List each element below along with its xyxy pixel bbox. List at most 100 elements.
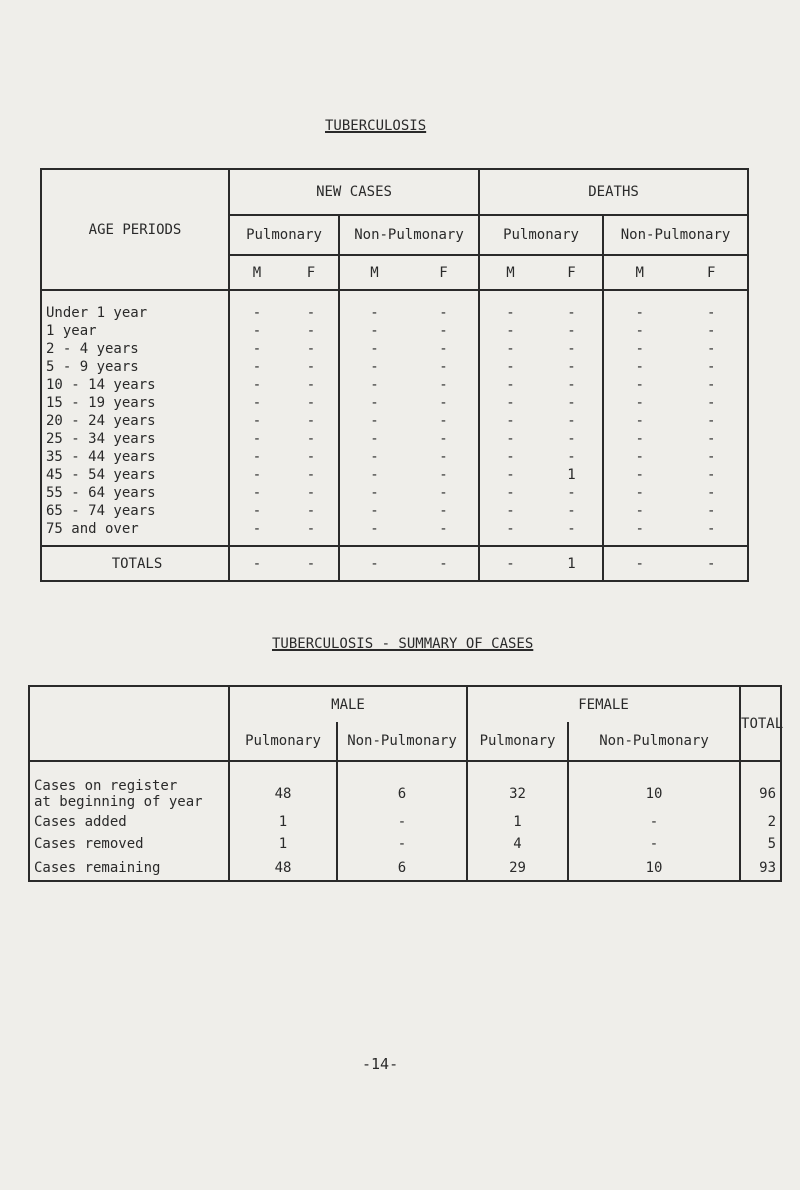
value-pair: -- xyxy=(602,412,750,430)
female-value: - xyxy=(439,341,448,357)
female-value: - xyxy=(439,359,448,375)
female-value: - xyxy=(707,555,716,572)
value-pair: -- xyxy=(602,340,750,358)
female-value: - xyxy=(567,521,576,537)
subgroup-header: Pulmonary xyxy=(228,722,338,762)
value-pair: -- xyxy=(602,376,750,394)
subgroup-header: Pulmonary xyxy=(228,214,340,256)
spacer-row xyxy=(40,538,750,546)
male-value: - xyxy=(252,485,262,501)
male-value: - xyxy=(370,449,379,465)
pair: -1 xyxy=(480,467,602,483)
spacer-cell xyxy=(337,290,481,304)
pair: -- xyxy=(230,305,338,321)
age-label: 75 and over xyxy=(40,520,230,538)
male-value: - xyxy=(635,467,644,483)
table-row: 75 and over - - - - - - - - xyxy=(40,520,750,538)
male-value: - xyxy=(635,395,644,411)
male-value: - xyxy=(370,341,379,357)
pair: -- xyxy=(480,305,602,321)
male-value: - xyxy=(370,503,379,519)
table-row: 25 - 34 years - - - - - - - - xyxy=(40,430,750,448)
female-value: - xyxy=(306,521,316,537)
value-pair: -- xyxy=(602,358,750,376)
age-label: 10 - 14 years xyxy=(40,376,230,394)
male-value: - xyxy=(506,503,515,519)
pair: -- xyxy=(230,467,338,483)
value-pair: -- xyxy=(602,430,750,448)
value-cell: 48 xyxy=(228,855,338,882)
tuberculosis-title: TUBERCULOSIS xyxy=(325,118,427,134)
deaths-header: DEATHS xyxy=(478,168,750,216)
female-value: - xyxy=(707,431,716,447)
pair: -- xyxy=(230,556,338,572)
value-pair: -- xyxy=(478,322,605,340)
value-cell: 32 xyxy=(466,761,569,811)
total-header: TOTAL xyxy=(739,685,783,762)
male-value: - xyxy=(635,431,644,447)
male-value: - xyxy=(252,377,262,393)
row-label: Cases removed xyxy=(28,833,230,855)
value-cell: 4 xyxy=(466,833,569,855)
value-pair: -- xyxy=(337,484,481,502)
female-value: - xyxy=(707,395,716,411)
male-value: - xyxy=(506,395,515,411)
value-pair: -- xyxy=(602,322,750,340)
value-pair: -- xyxy=(337,340,481,358)
female-value: - xyxy=(306,413,316,429)
value-pair: -- xyxy=(602,520,750,538)
age-label: 45 - 54 years xyxy=(40,466,230,484)
subgroup-header: Non-Pulmonary xyxy=(566,722,742,762)
male-value: - xyxy=(635,521,644,537)
pair: -- xyxy=(340,323,478,339)
male-value: - xyxy=(252,503,262,519)
female-value: - xyxy=(567,413,576,429)
male-value: - xyxy=(370,485,379,501)
female-value: - xyxy=(439,467,448,483)
value-pair: -- xyxy=(602,502,750,520)
female-value: - xyxy=(567,305,576,321)
pair: -- xyxy=(604,359,747,375)
value-pair: -- xyxy=(478,430,605,448)
male-value: - xyxy=(506,323,515,339)
value-pair: -- xyxy=(228,448,340,466)
female-value: - xyxy=(707,341,716,357)
table-row: 1 year - - - - - - - - xyxy=(40,322,750,340)
row-label: Cases remaining xyxy=(28,855,230,882)
male-value: - xyxy=(635,449,644,465)
pair: -- xyxy=(604,305,747,321)
pair: -- xyxy=(604,467,747,483)
female-value: - xyxy=(439,305,448,321)
spacer-cell xyxy=(228,290,340,304)
table-row: 15 - 19 years - - - - - - - - xyxy=(40,394,750,412)
female-value: - xyxy=(306,359,316,375)
pair: -- xyxy=(604,431,747,447)
female-header: FEMALE xyxy=(465,685,742,722)
value-pair: -- xyxy=(337,376,481,394)
male-value: - xyxy=(252,555,262,572)
male-value: - xyxy=(252,431,262,447)
male-value: - xyxy=(635,555,644,572)
value-pair: -- xyxy=(602,466,750,484)
spacer-cell xyxy=(478,290,605,304)
male-value: - xyxy=(635,359,644,375)
pair: -- xyxy=(340,503,478,519)
value-pair: -- xyxy=(228,545,340,582)
value-cell: - xyxy=(566,811,742,833)
female-label: F xyxy=(707,264,716,281)
male-label: M xyxy=(252,264,262,281)
spacer-cell xyxy=(478,538,605,546)
pair: -- xyxy=(480,449,602,465)
value-pair: -- xyxy=(337,304,481,322)
value-cell: 5 xyxy=(739,833,783,855)
female-value: - xyxy=(707,449,716,465)
age-label: 55 - 64 years xyxy=(40,484,230,502)
male-value: - xyxy=(506,555,515,572)
pair: -- xyxy=(480,413,602,429)
female-value: - xyxy=(306,449,316,465)
age-label: 15 - 19 years xyxy=(40,394,230,412)
subgroup-header: Pulmonary xyxy=(478,214,605,256)
value-pair: -- xyxy=(478,376,605,394)
